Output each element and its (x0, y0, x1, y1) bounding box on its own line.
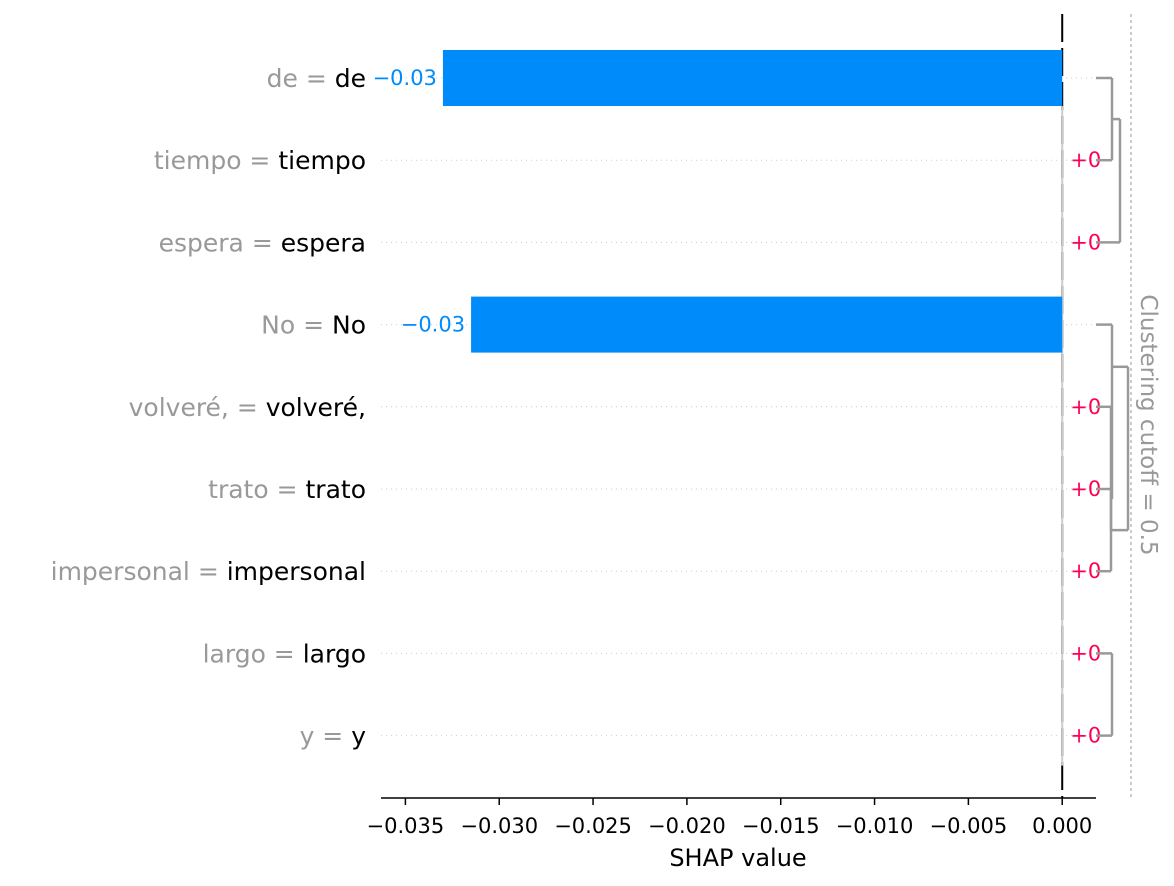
feature-name: espera = (159, 228, 281, 257)
feature-value: y (351, 722, 366, 751)
feature-label: y = y (300, 722, 367, 751)
feature-label: largo = largo (203, 639, 366, 668)
x-axis-title: SHAP value (669, 844, 806, 872)
x-tick-label: −0.020 (648, 814, 726, 838)
feature-name: impersonal = (51, 557, 227, 586)
feature-name: trato = (208, 475, 305, 504)
bars (442, 50, 1063, 353)
feature-name: tiempo = (154, 146, 279, 175)
bar-value-label: −0.03 (373, 66, 437, 90)
x-tick-label: −0.005 (930, 814, 1008, 838)
x-axis: −0.035 −0.030 −0.025 −0.020 −0.015 −0.010 −0.0… (367, 797, 1096, 838)
feature-label: No = No (261, 311, 366, 340)
feature-name: de = (267, 64, 335, 93)
feature-value: impersonal (227, 557, 366, 586)
feature-value: volveré, (266, 393, 366, 422)
feature-label: tiempo = tiempo (154, 146, 366, 175)
feature-label: espera = espera (159, 228, 366, 257)
feature-value: espera (281, 228, 366, 257)
bar-labels: −0.03+0+0−0.03+0+0+0+0+0 (373, 66, 1102, 748)
x-tick-label: −0.010 (836, 814, 914, 838)
bar-value-label: −0.03 (401, 313, 465, 337)
feature-label: de = de (267, 64, 366, 93)
feature-value: tiempo (278, 146, 366, 175)
bar (442, 50, 1063, 106)
feature-value: No (332, 311, 366, 340)
feature-labels: de = de tiempo = tiempo espera = espera No … (51, 64, 367, 751)
feature-label: impersonal = impersonal (51, 557, 366, 586)
feature-value: de (335, 64, 366, 93)
row-guide-lines (381, 77, 1096, 737)
x-tick-label: −0.025 (554, 814, 632, 838)
cluster-dendrogram (1096, 76, 1130, 737)
feature-name: largo = (203, 639, 303, 668)
x-tick-label: 0.000 (1032, 814, 1092, 838)
clustering-cutoff-label: Clustering cutoff = 0.5 (1135, 294, 1161, 555)
feature-label: trato = trato (208, 475, 366, 504)
feature-value: largo (303, 639, 366, 668)
bar (471, 296, 1063, 353)
x-tick-label: −0.015 (742, 814, 820, 838)
x-tick-label: −0.030 (460, 814, 538, 838)
x-tick-label: −0.035 (367, 814, 445, 838)
feature-name: No = (261, 311, 332, 340)
feature-name: y = (300, 722, 352, 751)
feature-value: trato (306, 475, 367, 504)
feature-name: volveré, = (129, 393, 266, 422)
feature-label: volveré, = volveré, (129, 393, 366, 422)
